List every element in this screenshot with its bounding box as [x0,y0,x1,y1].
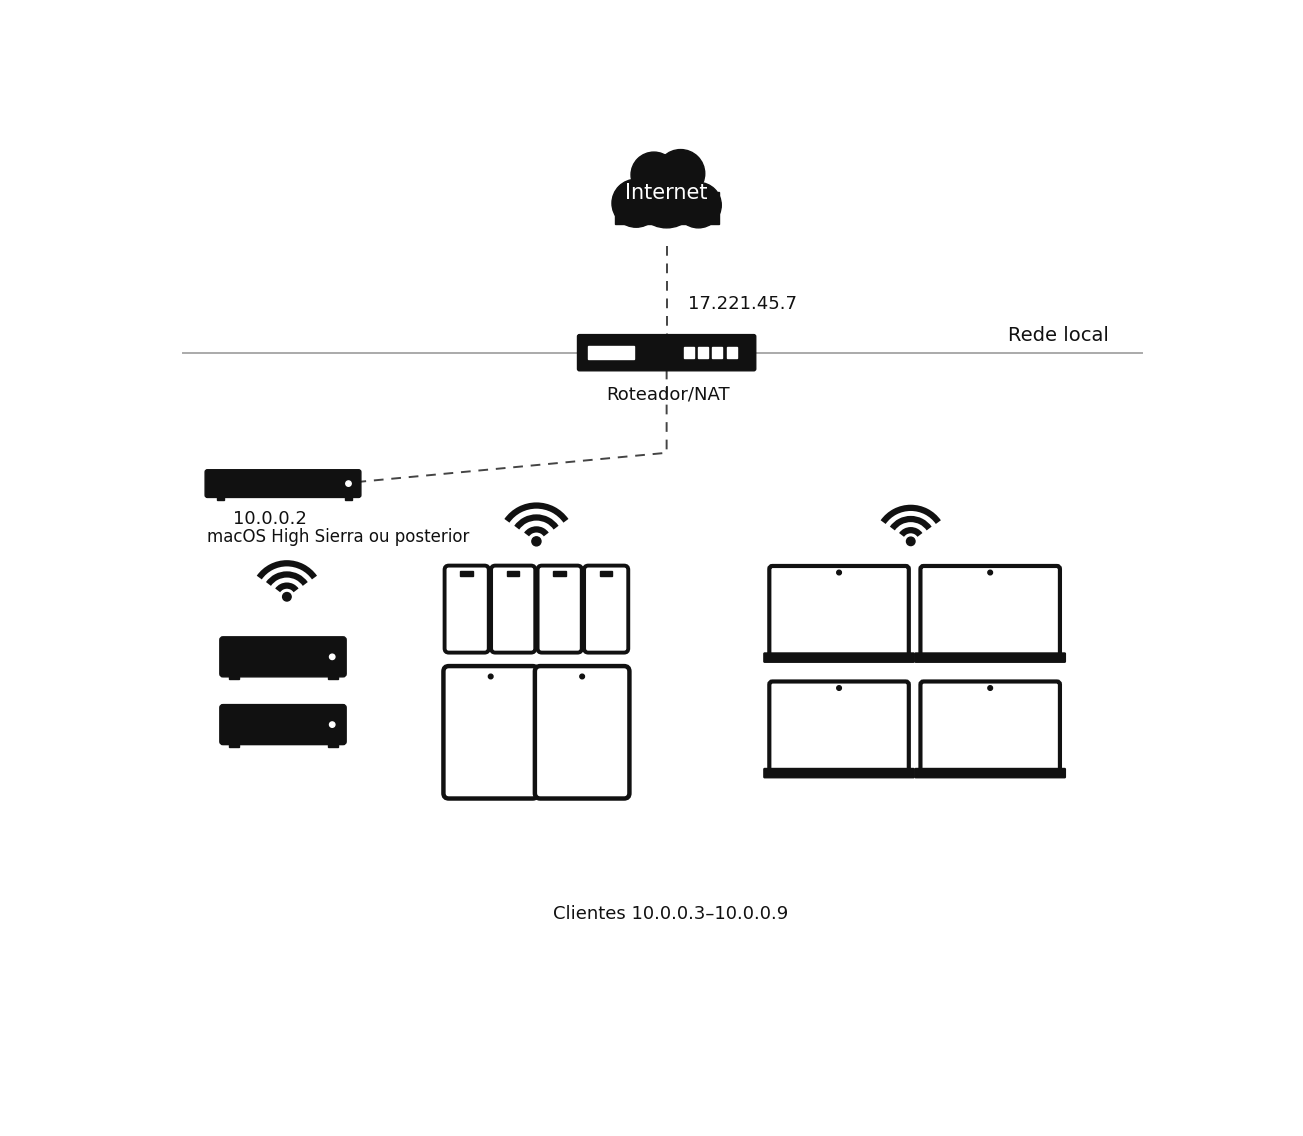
Circle shape [345,481,352,486]
Circle shape [675,183,722,228]
Circle shape [907,537,915,545]
FancyBboxPatch shape [769,566,908,657]
Text: Internet: Internet [625,183,708,202]
FancyBboxPatch shape [205,469,361,498]
FancyBboxPatch shape [584,566,628,652]
Circle shape [631,152,676,198]
Text: 17.221.45.7: 17.221.45.7 [688,294,797,312]
FancyBboxPatch shape [577,335,756,370]
Bar [713,346,722,359]
FancyBboxPatch shape [534,666,629,799]
Bar [507,571,520,576]
Circle shape [532,537,541,546]
Bar [229,742,240,747]
FancyBboxPatch shape [920,682,1059,772]
Bar [327,674,337,679]
Circle shape [837,686,842,691]
Bar [588,346,635,359]
Text: Clientes 10.0.0.3–10.0.0.9: Clientes 10.0.0.3–10.0.0.9 [552,904,788,922]
Text: 10.0.0.2: 10.0.0.2 [233,510,306,528]
FancyBboxPatch shape [491,566,536,652]
FancyBboxPatch shape [220,637,347,677]
FancyBboxPatch shape [915,768,1066,778]
FancyBboxPatch shape [764,768,915,778]
Bar [684,346,693,359]
Circle shape [988,686,993,691]
Text: macOS High Sierra ou posterior: macOS High Sierra ou posterior [207,528,469,546]
FancyBboxPatch shape [538,566,581,652]
FancyBboxPatch shape [444,566,489,652]
Circle shape [988,570,993,575]
Bar [599,571,612,576]
FancyBboxPatch shape [220,704,347,744]
Circle shape [580,674,585,679]
FancyBboxPatch shape [769,682,908,772]
Bar [554,571,566,576]
Circle shape [330,654,335,660]
Bar [460,571,473,576]
FancyBboxPatch shape [764,653,915,662]
Bar [216,495,224,500]
Bar [229,674,240,679]
Bar [615,192,719,224]
FancyBboxPatch shape [920,566,1059,657]
Circle shape [657,150,705,198]
Bar [327,742,337,747]
Circle shape [837,570,842,575]
Circle shape [283,593,291,601]
Bar [344,495,352,500]
Circle shape [612,179,661,227]
FancyBboxPatch shape [443,666,538,799]
Text: Roteador/NAT: Roteador/NAT [606,385,730,403]
Bar [698,346,708,359]
Circle shape [633,162,700,228]
FancyBboxPatch shape [915,653,1066,662]
Bar [727,346,736,359]
Text: Rede local: Rede local [1007,326,1109,345]
Circle shape [330,721,335,727]
Circle shape [489,674,493,679]
